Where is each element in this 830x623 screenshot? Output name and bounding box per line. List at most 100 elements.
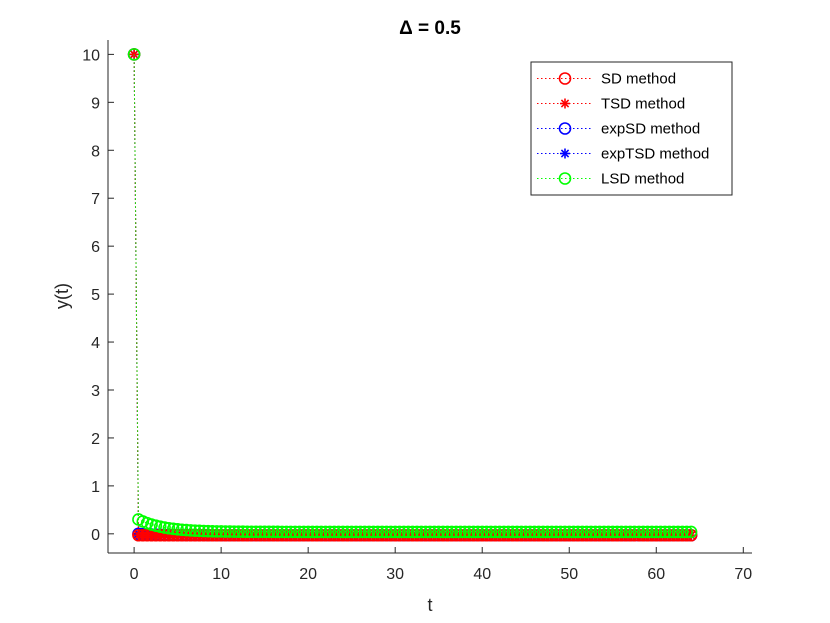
data-point (593, 525, 607, 539)
data-point (676, 525, 689, 539)
y-tick-label: 0 (91, 527, 100, 544)
legend-marker (558, 172, 572, 185)
legend-item: LSD method (537, 171, 684, 188)
data-point (441, 525, 454, 539)
data-point (219, 525, 232, 538)
data-point (684, 525, 698, 539)
legend-label: expTSD method (601, 146, 709, 163)
data-point (332, 525, 345, 539)
data-point (223, 525, 237, 538)
data-point (597, 525, 611, 539)
data-point (197, 524, 211, 538)
data-point (449, 525, 463, 539)
data-point (406, 525, 419, 539)
y-tick-label: 1 (91, 479, 100, 496)
data-point (619, 525, 633, 539)
data-point (245, 525, 258, 539)
x-tick-label: 50 (560, 566, 578, 583)
data-point (480, 525, 493, 539)
data-point (341, 525, 354, 539)
data-point (541, 525, 554, 539)
data-point (658, 525, 672, 539)
data-point (153, 520, 167, 534)
data-point (462, 525, 476, 539)
data-point (554, 525, 567, 539)
series-layer (127, 48, 698, 542)
data-point (549, 525, 563, 539)
data-point (571, 525, 585, 539)
data-point (628, 525, 641, 539)
data-point (188, 524, 202, 537)
x-tick-label: 20 (299, 566, 317, 583)
data-point (171, 523, 184, 536)
data-point (401, 525, 415, 539)
data-point (519, 525, 533, 539)
data-point (584, 525, 598, 539)
data-point (510, 525, 524, 539)
legend-marker (558, 122, 572, 135)
x-tick-label: 70 (734, 566, 752, 583)
data-point (258, 525, 271, 539)
data-point (327, 525, 341, 539)
legend-label: SD method (601, 71, 676, 88)
data-point (515, 525, 528, 539)
legend-marker (558, 72, 572, 85)
data-point (210, 525, 224, 538)
data-point (280, 525, 293, 539)
data-point (375, 525, 389, 539)
y-tick-label: 10 (82, 47, 100, 64)
data-point (249, 525, 263, 539)
y-tick-label: 3 (91, 383, 100, 400)
y-tick-label: 9 (91, 95, 100, 112)
y-tick-label: 4 (91, 335, 100, 352)
data-point (293, 525, 306, 539)
data-point (267, 525, 280, 539)
data-point (232, 525, 245, 538)
data-point (562, 525, 576, 539)
data-point (275, 525, 289, 539)
data-point (227, 525, 241, 538)
data-point (349, 525, 363, 539)
data-point (323, 525, 337, 539)
data-point (436, 525, 450, 539)
data-point (432, 525, 446, 539)
data-point (615, 525, 628, 539)
data-point (271, 525, 285, 539)
data-point (380, 525, 393, 539)
data-point (575, 525, 589, 539)
data-point (158, 521, 171, 534)
data-point (445, 525, 459, 539)
data-point (580, 525, 593, 539)
legend-label: TSD method (601, 96, 685, 113)
legend-item: expTSD method (537, 146, 709, 163)
data-point (502, 525, 515, 539)
y-tick-label: 8 (91, 143, 100, 160)
data-point (458, 525, 472, 539)
data-point (484, 525, 498, 539)
data-point (663, 525, 676, 539)
data-point (602, 525, 615, 539)
data-point (262, 525, 276, 539)
data-point (240, 525, 254, 539)
data-point (423, 525, 437, 539)
y-tick-label: 2 (91, 431, 100, 448)
x-tick-label: 30 (386, 566, 404, 583)
data-point (297, 525, 311, 539)
x-tick-label: 10 (212, 566, 230, 583)
data-point (180, 523, 193, 537)
data-point (636, 525, 650, 539)
y-tick-label: 6 (91, 239, 100, 256)
data-point (388, 525, 402, 539)
legend-item: SD method (537, 71, 676, 88)
legend-marker (560, 98, 570, 109)
data-point (358, 525, 372, 539)
data-point (497, 525, 511, 539)
data-point (493, 525, 506, 539)
data-point (166, 522, 180, 536)
data-point (506, 525, 519, 539)
data-point (301, 525, 315, 539)
data-point (419, 525, 432, 539)
data-point (645, 525, 659, 539)
x-axis-label: t (427, 595, 432, 615)
data-point (536, 525, 550, 539)
